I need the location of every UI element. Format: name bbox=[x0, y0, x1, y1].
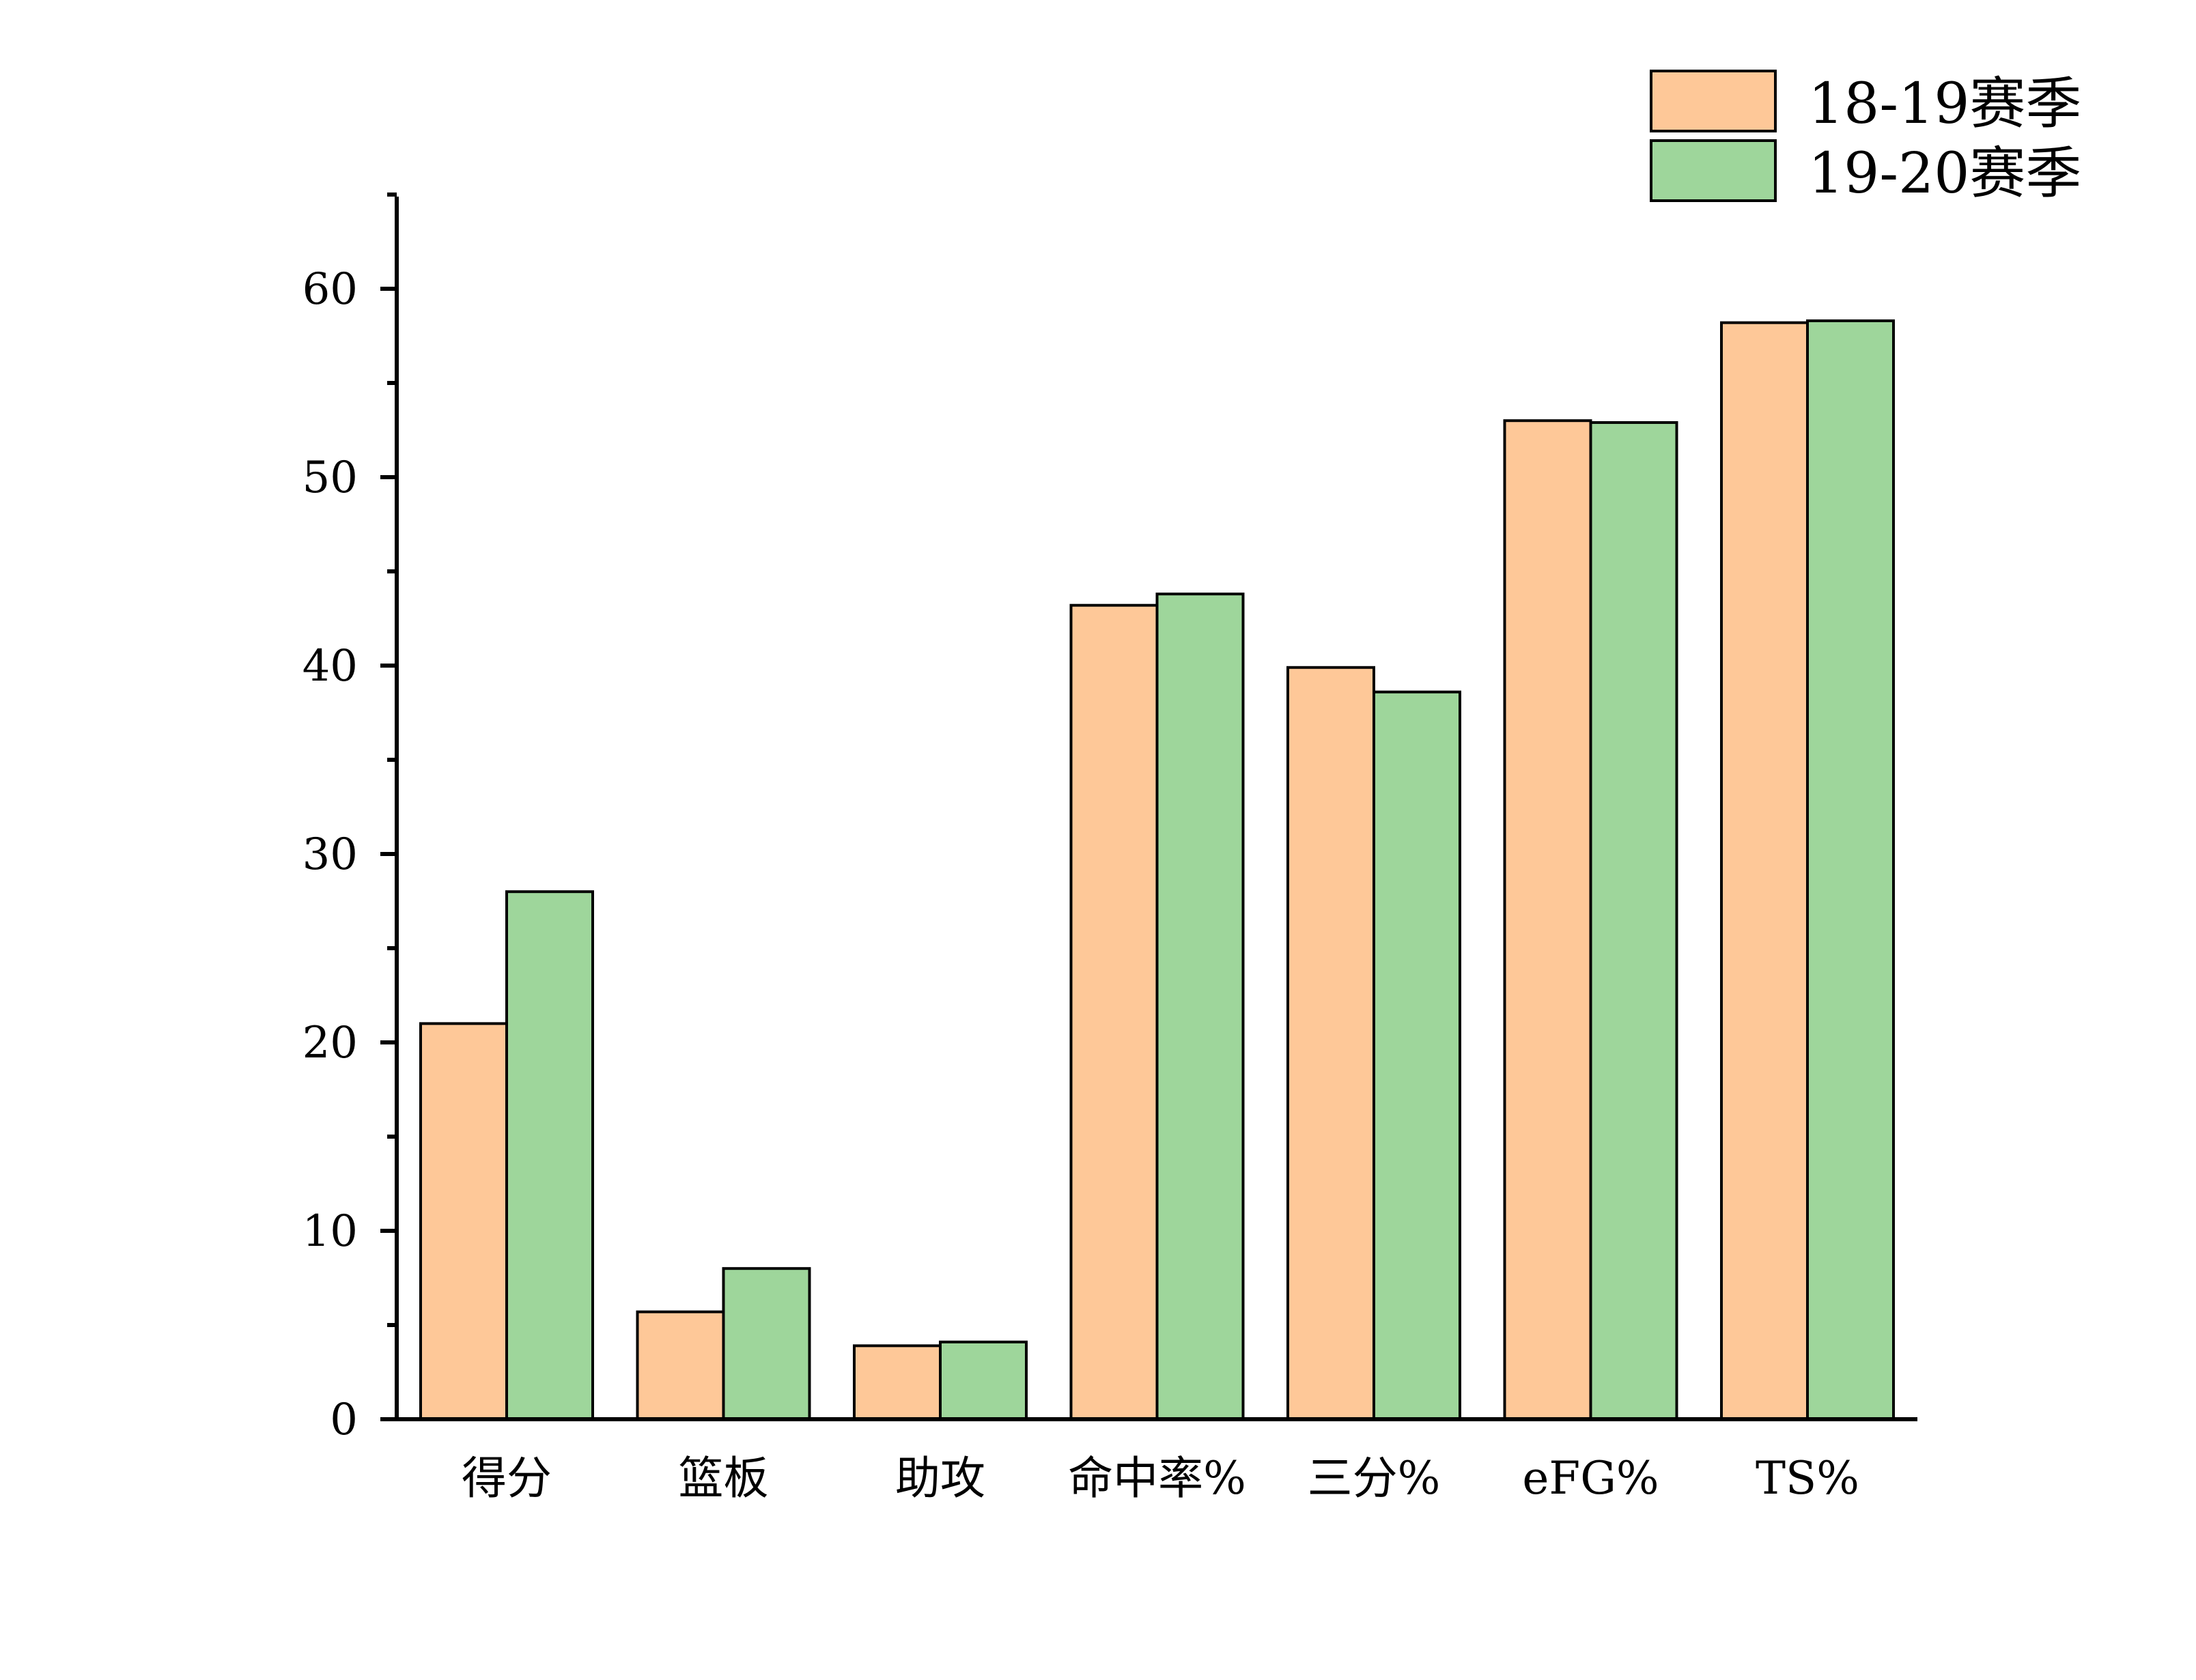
bar-1-6 bbox=[1503, 419, 1592, 1421]
legend-swatch bbox=[1650, 139, 1777, 202]
x-tick-label: 三分% bbox=[1308, 1452, 1441, 1505]
y-tick-label: 60 bbox=[302, 264, 358, 315]
x-tick-label: eFG% bbox=[1522, 1452, 1659, 1505]
y-tick-label: 50 bbox=[302, 453, 358, 503]
y-tick-label: 10 bbox=[302, 1206, 358, 1257]
bar-2-1 bbox=[505, 890, 594, 1421]
bar-1-7 bbox=[1720, 321, 1809, 1421]
y-tick-label: 30 bbox=[302, 829, 358, 880]
y-tick-label: 20 bbox=[302, 1018, 358, 1068]
x-axis: 得分 篮板 助攻 命中率% 三分% eFG% TS% bbox=[395, 1417, 1917, 1505]
bar-1-3 bbox=[853, 1344, 942, 1421]
bar-2-4 bbox=[1155, 593, 1245, 1421]
bar-1-5 bbox=[1286, 666, 1375, 1421]
x-tick-label: TS% bbox=[1756, 1452, 1859, 1505]
bar-1-1 bbox=[419, 1022, 508, 1421]
bar-2-3 bbox=[939, 1340, 1028, 1421]
bar-1-2 bbox=[636, 1310, 725, 1421]
legend-label: 19-20赛季 bbox=[1808, 141, 2081, 206]
bar-1-4 bbox=[1069, 603, 1159, 1421]
x-tick-label: 助攻 bbox=[895, 1452, 985, 1505]
legend-swatch bbox=[1650, 70, 1777, 132]
x-tick-label: 得分 bbox=[462, 1452, 552, 1505]
y-axis: 0 10 20 30 40 50 60 bbox=[302, 193, 399, 1445]
x-tick-label: 篮板 bbox=[679, 1452, 769, 1505]
bar-2-6 bbox=[1589, 421, 1678, 1421]
y-tick-label: 40 bbox=[302, 641, 358, 692]
x-tick-label: 命中率% bbox=[1068, 1452, 1246, 1505]
bar-2-5 bbox=[1372, 690, 1461, 1421]
bar-2-7 bbox=[1806, 319, 1895, 1421]
legend-label: 18-19赛季 bbox=[1808, 72, 2081, 137]
y-tick-label: 0 bbox=[330, 1395, 358, 1445]
bar-2-2 bbox=[722, 1267, 811, 1421]
bars-group bbox=[419, 319, 1895, 1421]
